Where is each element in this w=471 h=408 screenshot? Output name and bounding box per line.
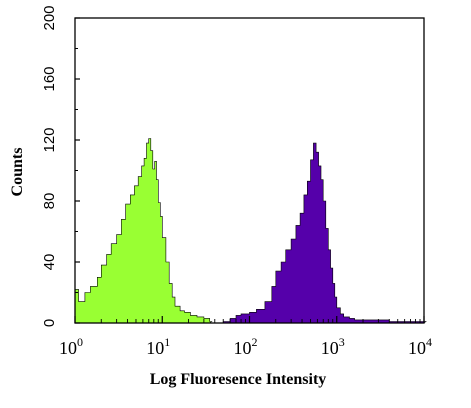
series-0 [74, 138, 213, 324]
y-tick-label-4: 160 [41, 66, 58, 91]
y-axis: 0 40 80 120 160 200 [41, 5, 80, 327]
x-tick-label-3: 103 [321, 335, 345, 358]
x-tick-label-2: 102 [234, 335, 258, 358]
x-tick-label-1: 101 [146, 335, 170, 358]
series-1 [222, 142, 427, 324]
y-axis-label: Counts [9, 148, 26, 197]
x-tick-label-4: 104 [408, 335, 432, 358]
x-tick-label-0: 100 [59, 335, 83, 358]
y-tick-label-0: 0 [41, 319, 58, 327]
x-axis: 100 101 102 103 104 [59, 316, 432, 358]
y-tick-label-3: 120 [41, 127, 58, 152]
y-tick-label-5: 200 [41, 5, 58, 30]
series-layer [74, 138, 427, 324]
y-tick-label-2: 80 [41, 193, 58, 210]
x-axis-label: Log Fluoresence Intensity [150, 371, 327, 388]
series-1-area [222, 142, 427, 324]
series-0-area [74, 138, 213, 324]
y-tick-label-1: 40 [41, 254, 58, 271]
